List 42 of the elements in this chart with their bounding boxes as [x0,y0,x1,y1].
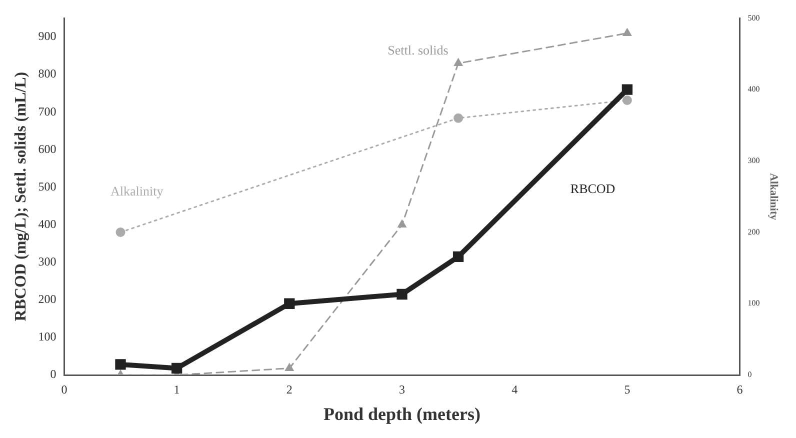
x-tick-label: 1 [174,382,180,396]
y-tick-label: 100 [38,330,56,344]
y-tick-label: 700 [38,104,56,118]
point [171,362,182,374]
point [116,228,126,238]
series-label: Settl. solids [388,42,448,58]
y2-tick-label: 0 [748,370,752,380]
point [452,251,464,262]
y2-axis-title: Alkalinity [768,173,780,221]
y-tick-label: 200 [38,292,56,306]
point [622,84,633,95]
point [622,28,632,36]
x-tick-label: 3 [399,382,405,396]
point [396,288,408,300]
y-tick-label: 0 [50,367,56,382]
point [115,359,126,370]
y2-tick-label: 400 [748,84,760,94]
y2-tick-label: 300 [748,156,760,166]
point [284,298,295,309]
x-tick-label: 0 [61,382,68,396]
y2-tick-label: 500 [748,13,760,22]
point [454,58,463,66]
x-tick-label: 2 [286,382,292,396]
series-label: RBCOD [570,180,616,196]
y2-tick-label: 100 [748,298,760,308]
point [622,96,632,106]
x-tick-label: 5 [624,382,630,396]
y-tick-label: 600 [38,142,56,156]
x-tick-label: 6 [736,382,743,396]
y-tick-label: 300 [38,254,56,268]
x-axis-title: Pond depth (meters) [324,404,480,424]
point [454,113,464,123]
y-tick-label: 900 [38,29,56,44]
y2-tick-label: 200 [748,227,760,236]
series-label: Alkalinity [110,184,164,199]
point [398,220,406,228]
y-tick-label: 400 [38,216,56,231]
x-tick-label: 4 [512,382,518,396]
y-tick-label: 800 [38,66,56,81]
point [285,363,294,371]
y-axis-title: RBCOD (mg/L); Settl. solids (mL/L) [12,72,30,322]
y-tick-label: 500 [38,179,56,194]
